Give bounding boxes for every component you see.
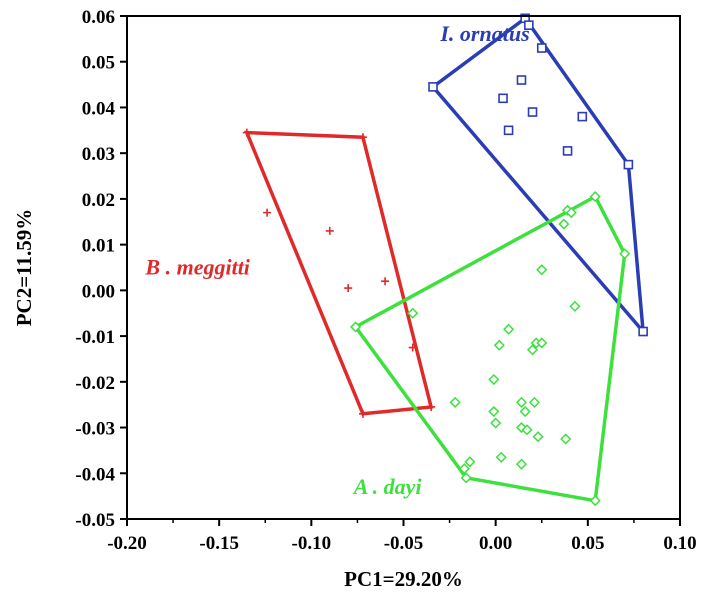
point-series-2 xyxy=(560,433,572,445)
point-series-2 xyxy=(558,218,570,230)
point-series-1 xyxy=(358,133,367,142)
point-series-1 xyxy=(408,343,417,352)
x-axis-title: PC1=29.20% xyxy=(344,567,463,591)
y-tick-label: 0.05 xyxy=(82,53,115,74)
point-series-2 xyxy=(526,344,539,356)
data-points xyxy=(242,13,648,507)
point-series-2 xyxy=(464,456,476,468)
point-series-0 xyxy=(562,146,573,156)
y-tick-label: -0.01 xyxy=(75,327,115,348)
point-series-2 xyxy=(488,373,500,386)
group-label-0: I. ornatus xyxy=(439,21,529,46)
point-series-2 xyxy=(519,405,531,418)
point-series-0 xyxy=(503,125,514,136)
point-series-2 xyxy=(488,405,500,418)
x-axis-ticks: -0.20 -0.15 -0.10 -0.05 0.00 0.05 0.10 xyxy=(107,519,697,554)
y-tick-label: -0.02 xyxy=(75,373,115,394)
point-series-2 xyxy=(521,424,533,436)
point-series-1 xyxy=(381,277,390,286)
x-tick-label: -0.05 xyxy=(384,533,424,554)
hull-series-0 xyxy=(430,15,646,337)
x-tick-label: 0.10 xyxy=(663,533,696,554)
point-series-2 xyxy=(619,248,631,260)
x-tick-label: -0.15 xyxy=(199,533,239,554)
point-series-2 xyxy=(515,458,528,470)
y-tick-label: -0.05 xyxy=(75,510,115,531)
y-tick-label: 0.06 xyxy=(82,7,115,28)
y-axis-title: PC2=11.59% xyxy=(12,209,36,327)
point-series-1 xyxy=(344,284,353,293)
point-series-0 xyxy=(428,82,438,92)
point-series-2 xyxy=(493,339,505,351)
point-series-2 xyxy=(515,396,528,408)
x-tick-label: -0.20 xyxy=(107,533,147,554)
y-tick-label: 0.03 xyxy=(82,144,115,165)
point-series-2 xyxy=(565,207,577,219)
point-series-2 xyxy=(589,191,601,203)
point-series-2 xyxy=(536,337,548,349)
point-series-1 xyxy=(325,226,334,235)
y-tick-label: 0.04 xyxy=(82,98,116,119)
point-series-2 xyxy=(490,417,502,429)
point-series-0 xyxy=(498,93,508,104)
point-series-1 xyxy=(358,409,367,418)
y-tick-label: -0.03 xyxy=(75,419,115,440)
y-axis-ticks: 0.06 0.05 0.04 0.03 0.02 0.01 0.00 -0.01 -0.02 -0… xyxy=(75,7,127,531)
point-series-2 xyxy=(528,396,540,408)
group-labels: I. ornatus B . meggitti A . dayi xyxy=(144,21,529,499)
point-series-0 xyxy=(527,107,538,117)
point-series-0 xyxy=(623,159,634,170)
point-series-2 xyxy=(503,323,515,335)
point-series-2 xyxy=(460,472,472,484)
y-tick-label: 0.00 xyxy=(82,281,115,302)
point-series-2 xyxy=(350,321,362,333)
x-tick-label: -0.10 xyxy=(292,533,332,554)
x-tick-label: 0.00 xyxy=(479,533,512,554)
point-series-2 xyxy=(449,396,461,408)
point-series-1 xyxy=(242,128,251,137)
group-label-1: B . meggitti xyxy=(144,254,250,279)
y-tick-label: 0.02 xyxy=(82,190,115,211)
point-series-2 xyxy=(589,495,601,507)
x-tick-label: 0.05 xyxy=(571,533,604,554)
point-series-2 xyxy=(532,431,544,443)
point-series-0 xyxy=(524,20,534,30)
point-series-2 xyxy=(495,451,507,463)
point-series-0 xyxy=(638,326,648,337)
point-series-0 xyxy=(516,75,527,85)
hull-series-1 xyxy=(244,130,434,416)
y-tick-label: -0.04 xyxy=(75,464,115,485)
point-series-2 xyxy=(569,300,581,312)
group-label-2: A . dayi xyxy=(352,474,423,499)
point-series-0 xyxy=(577,111,588,122)
point-series-2 xyxy=(407,307,419,319)
point-series-0 xyxy=(536,43,547,53)
point-series-1 xyxy=(263,208,272,217)
point-series-2 xyxy=(458,463,470,475)
hull-series-2 xyxy=(353,194,627,503)
convex-hulls xyxy=(244,15,646,503)
point-series-2 xyxy=(536,264,548,276)
y-tick-label: 0.01 xyxy=(82,236,115,257)
point-series-1 xyxy=(427,402,436,411)
